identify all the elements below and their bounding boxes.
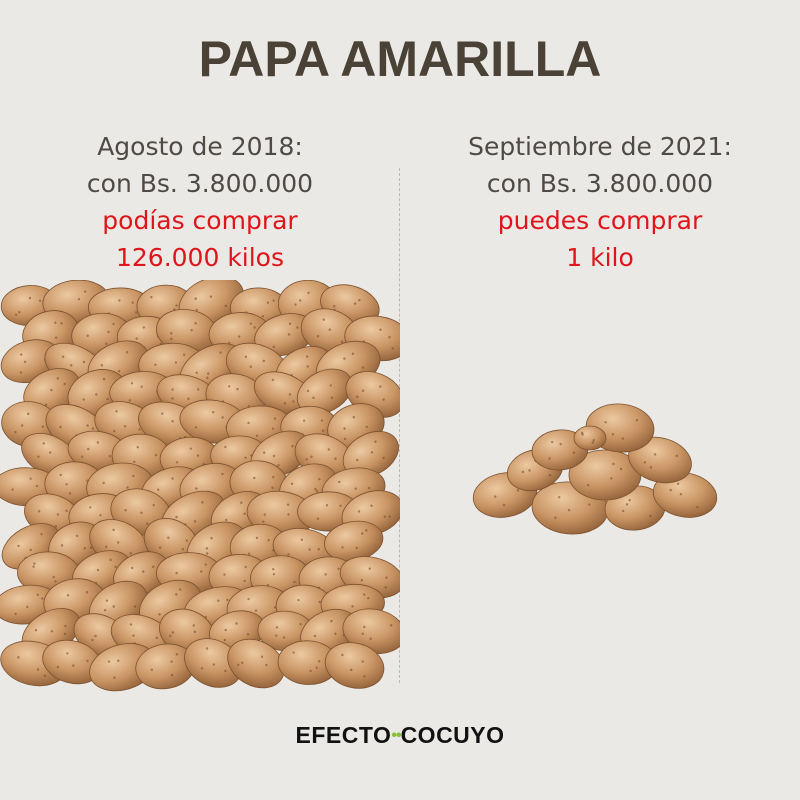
verb-label-2021: puedes comprar [497, 206, 703, 235]
amount-label-2018: con Bs. 3.800.000 [86, 169, 314, 198]
logo-word-efecto: EFECTO [295, 722, 392, 748]
page-title: PAPA AMARILLA [198, 31, 602, 87]
column-2021: Septiembre de 2021: con Bs. 3.800.000 pu… [400, 128, 800, 276]
verb-label-2018: podías comprar [102, 206, 298, 235]
potato-pile-small-image [472, 403, 718, 535]
date-label-2018: Agosto de 2018: [97, 132, 303, 161]
column-divider [399, 168, 400, 683]
potato-pile-large-image [0, 280, 400, 692]
quantity-label-2021: 1 kilo [566, 243, 634, 272]
amount-label-2021: con Bs. 3.800.000 [486, 169, 714, 198]
logo-dots: •• [391, 727, 401, 744]
brand-logo: EFECTO••COCUYO [0, 722, 800, 749]
quantity-label-2018: 126.000 kilos [115, 243, 285, 272]
column-2018: Agosto de 2018: con Bs. 3.800.000 podías… [0, 128, 400, 276]
logo-word-cocuyo: COCUYO [400, 722, 505, 748]
date-label-2021: Septiembre de 2021: [468, 132, 732, 161]
